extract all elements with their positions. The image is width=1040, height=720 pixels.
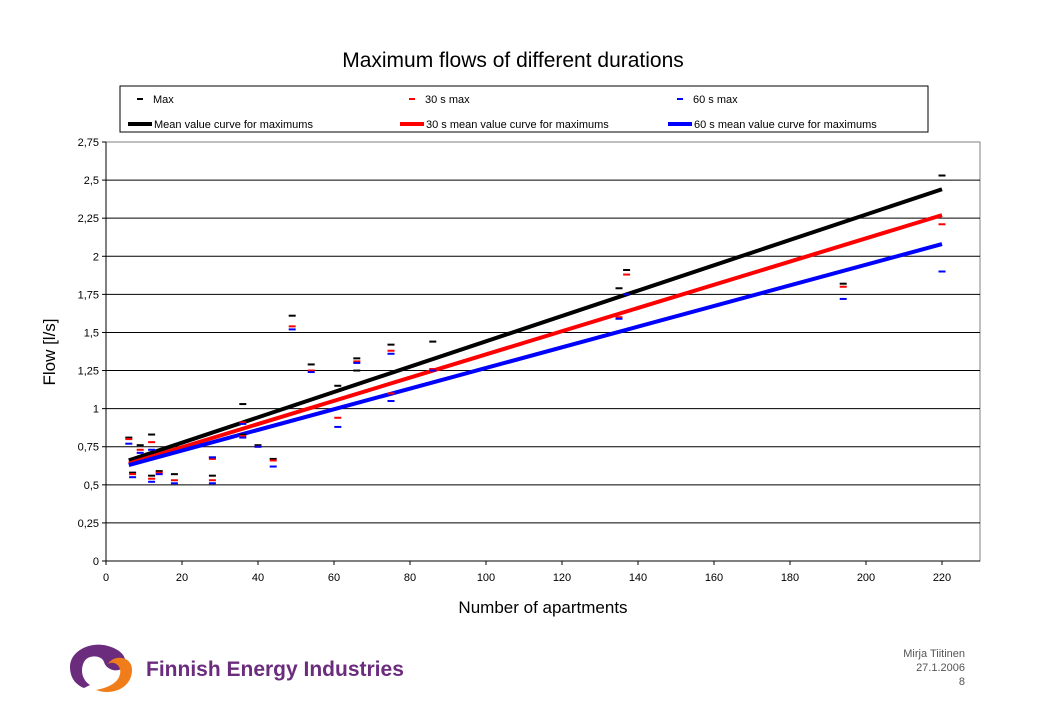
legend-label: Mean value curve for maximums <box>154 119 313 131</box>
footer-date: 27.1.2006 <box>916 662 965 674</box>
x-tick-label: 180 <box>781 572 799 584</box>
legend-label: 30 s max <box>425 94 470 106</box>
mean-curve-line <box>128 242 943 467</box>
mean-curve-line <box>128 213 943 466</box>
x-tick-label: 100 <box>477 572 495 584</box>
x-tick-label: 160 <box>705 572 723 584</box>
x-tick-label: 200 <box>857 572 875 584</box>
legend-label: 60 s max <box>693 94 738 106</box>
footer-author: Mirja Tiitinen <box>903 648 965 660</box>
legend-label: 60 s mean value curve for maximums <box>694 119 877 131</box>
x-tick-label: 40 <box>252 572 264 584</box>
x-axis-label: Number of apartments <box>458 598 627 617</box>
y-tick-label: 1 <box>93 404 99 416</box>
y-tick-label: 2,75 <box>78 137 99 149</box>
y-tick-label: 2 <box>93 251 99 263</box>
company-logo: Finnish Energy Industries <box>70 644 404 692</box>
y-tick-label: 0,25 <box>78 518 99 530</box>
y-tick-label: 1,5 <box>84 327 99 339</box>
y-axis-ticks: 0 0,25 0,5 0,75 1 1,25 1,5 1,75 2 2,25 2,5 2,75 <box>78 137 980 568</box>
logo-emblem-icon <box>70 644 132 692</box>
legend: Max 30 s max 60 s max Mean value curve for … <box>119 85 929 133</box>
footer-page-number: 8 <box>958 676 965 688</box>
legend-label: 30 s mean value curve for maximums <box>426 119 609 131</box>
y-tick-label: 0,5 <box>84 480 99 492</box>
y-tick-label: 0 <box>93 556 99 568</box>
y-tick-label: 0,75 <box>78 442 99 454</box>
y-axis-label: Flow [l/s] <box>40 318 59 385</box>
x-tick-label: 20 <box>176 572 188 584</box>
y-tick-label: 1,75 <box>78 289 99 301</box>
x-tick-label: 0 <box>103 572 109 584</box>
x-tick-label: 220 <box>933 572 951 584</box>
data-markers <box>125 174 946 485</box>
x-tick-label: 140 <box>629 572 647 584</box>
mean-curve-line <box>128 187 943 463</box>
chart-title: Maximum flows of different durations <box>342 49 684 72</box>
y-tick-label: 2,25 <box>78 213 99 225</box>
x-tick-label: 80 <box>404 572 416 584</box>
legend-box <box>119 85 929 133</box>
mean-curves <box>128 187 943 467</box>
y-tick-label: 1,25 <box>78 366 99 378</box>
y-tick-label: 2,5 <box>84 175 99 187</box>
slide-footer: Mirja Tiitinen 27.1.2006 8 <box>903 647 965 689</box>
x-tick-label: 60 <box>328 572 340 584</box>
x-tick-label: 120 <box>553 572 571 584</box>
logo-text: Finnish Energy Industries <box>146 658 404 681</box>
x-axis-ticks: 0 20 40 60 80 100 120 140 160 180 200 220 <box>103 561 951 584</box>
gridlines <box>106 179 980 524</box>
legend-label: Max <box>153 94 174 106</box>
